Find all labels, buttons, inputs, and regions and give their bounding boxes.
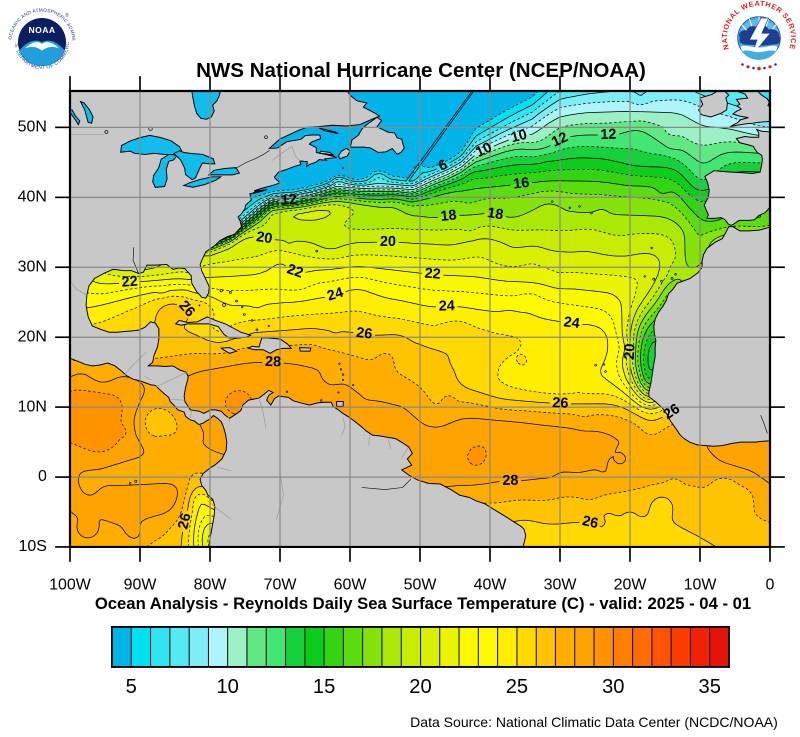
svg-text:25: 25 bbox=[506, 676, 528, 698]
svg-text:20N: 20N bbox=[18, 328, 47, 345]
svg-text:5: 5 bbox=[126, 676, 137, 698]
svg-text:90W: 90W bbox=[124, 577, 158, 594]
svg-text:15: 15 bbox=[313, 676, 335, 698]
svg-text:22: 22 bbox=[121, 274, 138, 291]
svg-text:®: ® bbox=[65, 12, 69, 19]
svg-text:12: 12 bbox=[549, 129, 570, 150]
svg-text:35: 35 bbox=[699, 676, 721, 698]
svg-text:26: 26 bbox=[355, 325, 373, 343]
svg-text:26: 26 bbox=[175, 298, 198, 321]
svg-text:24: 24 bbox=[325, 285, 345, 305]
svg-text:50W: 50W bbox=[404, 577, 438, 594]
svg-text:28: 28 bbox=[502, 473, 518, 489]
svg-text:Data Source: National Climatic: Data Source: National Climatic Data Cent… bbox=[410, 714, 778, 730]
svg-text:70W: 70W bbox=[264, 577, 298, 594]
svg-text:12: 12 bbox=[600, 127, 617, 144]
svg-text:0: 0 bbox=[766, 577, 775, 594]
svg-text:10: 10 bbox=[509, 127, 529, 147]
svg-text:NOAA: NOAA bbox=[29, 25, 56, 35]
svg-text:NWS National Hurricane Center: NWS National Hurricane Center (NCEP/NOAA… bbox=[196, 59, 646, 82]
svg-text:10S: 10S bbox=[18, 538, 46, 555]
svg-text:20: 20 bbox=[380, 234, 396, 250]
svg-text:20: 20 bbox=[255, 229, 273, 247]
svg-text:10: 10 bbox=[216, 676, 238, 698]
svg-text:26: 26 bbox=[552, 395, 569, 412]
svg-text:24: 24 bbox=[439, 298, 455, 314]
svg-text:20: 20 bbox=[622, 343, 639, 360]
svg-text:26: 26 bbox=[661, 401, 683, 423]
svg-text:100W: 100W bbox=[49, 577, 92, 594]
svg-text:50N: 50N bbox=[18, 118, 47, 135]
svg-text:80W: 80W bbox=[194, 577, 228, 594]
svg-text:0: 0 bbox=[38, 468, 47, 485]
svg-text:22: 22 bbox=[285, 261, 305, 281]
svg-text:16: 16 bbox=[512, 175, 530, 193]
svg-text:26: 26 bbox=[175, 512, 194, 531]
svg-text:40W: 40W bbox=[474, 577, 508, 594]
svg-text:24: 24 bbox=[563, 314, 581, 332]
svg-text:22: 22 bbox=[424, 265, 441, 282]
svg-text:10N: 10N bbox=[18, 398, 47, 415]
svg-text:40N: 40N bbox=[18, 188, 47, 205]
svg-text:10W: 10W bbox=[684, 577, 718, 594]
svg-text:26: 26 bbox=[581, 513, 600, 532]
svg-text:18: 18 bbox=[440, 207, 458, 225]
svg-text:30: 30 bbox=[602, 676, 624, 698]
svg-text:30N: 30N bbox=[18, 258, 47, 275]
svg-text:18: 18 bbox=[486, 205, 504, 223]
svg-text:12: 12 bbox=[280, 192, 298, 209]
svg-text:30W: 30W bbox=[544, 577, 578, 594]
svg-text:Ocean Analysis - Reynolds Dail: Ocean Analysis - Reynolds Daily Sea Surf… bbox=[95, 594, 751, 613]
svg-text:10: 10 bbox=[473, 140, 494, 161]
svg-text:20: 20 bbox=[409, 676, 431, 698]
svg-text:20W: 20W bbox=[614, 577, 648, 594]
svg-text:28: 28 bbox=[265, 354, 282, 371]
svg-text:60W: 60W bbox=[334, 577, 368, 594]
